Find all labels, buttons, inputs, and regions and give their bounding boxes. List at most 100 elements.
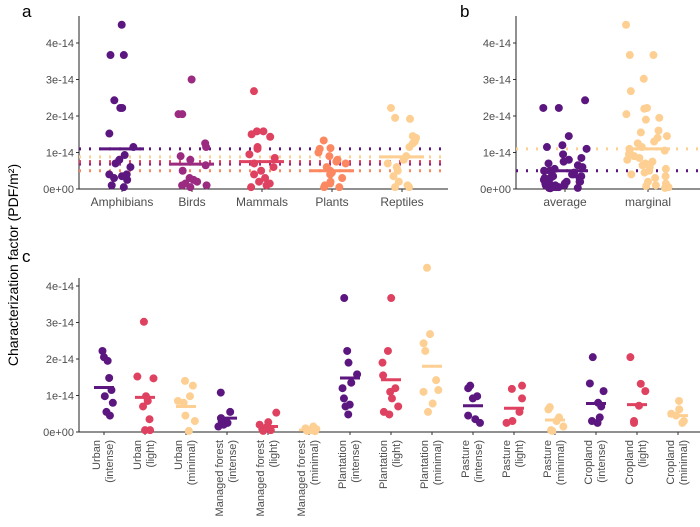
data-point [623, 155, 632, 164]
x-tick-label: Plantation [337, 440, 349, 489]
data-point [149, 374, 158, 383]
data-point [320, 183, 329, 192]
data-point [622, 110, 631, 119]
data-point [558, 141, 567, 150]
data-point [139, 317, 148, 326]
data-point [518, 381, 527, 390]
data-point [103, 356, 112, 365]
y-tick-label: 0e+00 [43, 427, 74, 439]
x-tick-label: Urban [91, 440, 103, 470]
data-point [421, 346, 430, 355]
x-tick-label: Urban [132, 440, 144, 470]
data-point [622, 20, 631, 29]
data-point [432, 376, 441, 385]
data-point [661, 164, 670, 173]
data-point [105, 373, 114, 382]
data-point [419, 339, 428, 348]
data-point [226, 407, 235, 416]
x-tick-label: (light) [391, 440, 403, 468]
data-point [386, 387, 395, 396]
data-point [649, 51, 658, 60]
data-point [639, 74, 648, 83]
y-tick-label: 0e+00 [43, 184, 74, 196]
x-tick-label: (light) [268, 440, 280, 468]
x-tick-label: Managed forest [255, 440, 267, 516]
data-point [270, 153, 279, 162]
data-point [544, 159, 553, 168]
x-tick-label: marginal [625, 195, 671, 209]
data-point [255, 177, 264, 186]
data-point [120, 151, 129, 160]
data-point [387, 394, 396, 403]
data-point [391, 183, 400, 192]
x-tick-label: (minimal) [309, 440, 321, 485]
data-point [186, 155, 195, 164]
data-point [559, 422, 568, 431]
data-point [344, 358, 353, 367]
data-point [178, 181, 187, 190]
data-point [625, 51, 634, 60]
data-point [638, 161, 647, 170]
data-point [250, 170, 259, 179]
data-point [662, 132, 671, 141]
x-tick-label: Pasture [542, 440, 554, 478]
data-point [266, 426, 275, 435]
data-point [193, 177, 202, 186]
data-point [174, 110, 183, 119]
data-point [269, 163, 278, 172]
data-point [564, 132, 573, 141]
data-point [675, 396, 684, 405]
data-point [332, 157, 341, 166]
data-point [576, 177, 585, 186]
data-point [319, 136, 328, 145]
data-point [341, 159, 350, 168]
y-tick-label: 2e-14 [483, 111, 511, 123]
data-point [261, 174, 270, 183]
data-point [186, 183, 195, 192]
data-point [464, 411, 473, 420]
data-point [642, 182, 651, 191]
panel-label-a: a [22, 2, 32, 21]
x-tick-label: Reptiles [380, 195, 423, 209]
y-tick-label: 2e-14 [46, 354, 74, 366]
data-point [405, 114, 414, 123]
x-tick-label: (minimal) [186, 440, 198, 485]
data-point [179, 398, 188, 407]
data-point [133, 372, 142, 381]
data-point [568, 170, 577, 179]
data-point [593, 418, 602, 427]
data-point [640, 104, 649, 113]
data-point [581, 96, 590, 105]
data-point [335, 183, 344, 192]
data-point [105, 129, 114, 138]
y-tick-label: 1e-14 [483, 148, 511, 160]
data-point [468, 394, 477, 403]
data-point [105, 411, 114, 420]
data-point [253, 144, 262, 153]
data-point [599, 387, 608, 396]
data-point [383, 346, 392, 355]
data-point [111, 159, 120, 168]
data-point [651, 181, 660, 190]
data-point [391, 113, 400, 122]
data-point [641, 387, 650, 396]
x-tick-label: (intense) [596, 440, 608, 483]
data-point [661, 172, 670, 181]
data-point [123, 175, 132, 184]
data-point [379, 371, 388, 380]
data-point [635, 153, 644, 162]
data-point [326, 170, 335, 179]
data-point [405, 183, 414, 192]
data-point [187, 75, 196, 84]
data-point [106, 51, 115, 60]
data-point [262, 181, 271, 190]
data-point [339, 394, 348, 403]
data-point [419, 387, 428, 396]
data-point [326, 144, 335, 153]
data-point [338, 384, 347, 393]
x-tick-label: Birds [178, 195, 205, 209]
data-point [181, 411, 190, 420]
data-point [464, 384, 473, 393]
data-point [126, 163, 135, 172]
data-point [344, 410, 353, 419]
